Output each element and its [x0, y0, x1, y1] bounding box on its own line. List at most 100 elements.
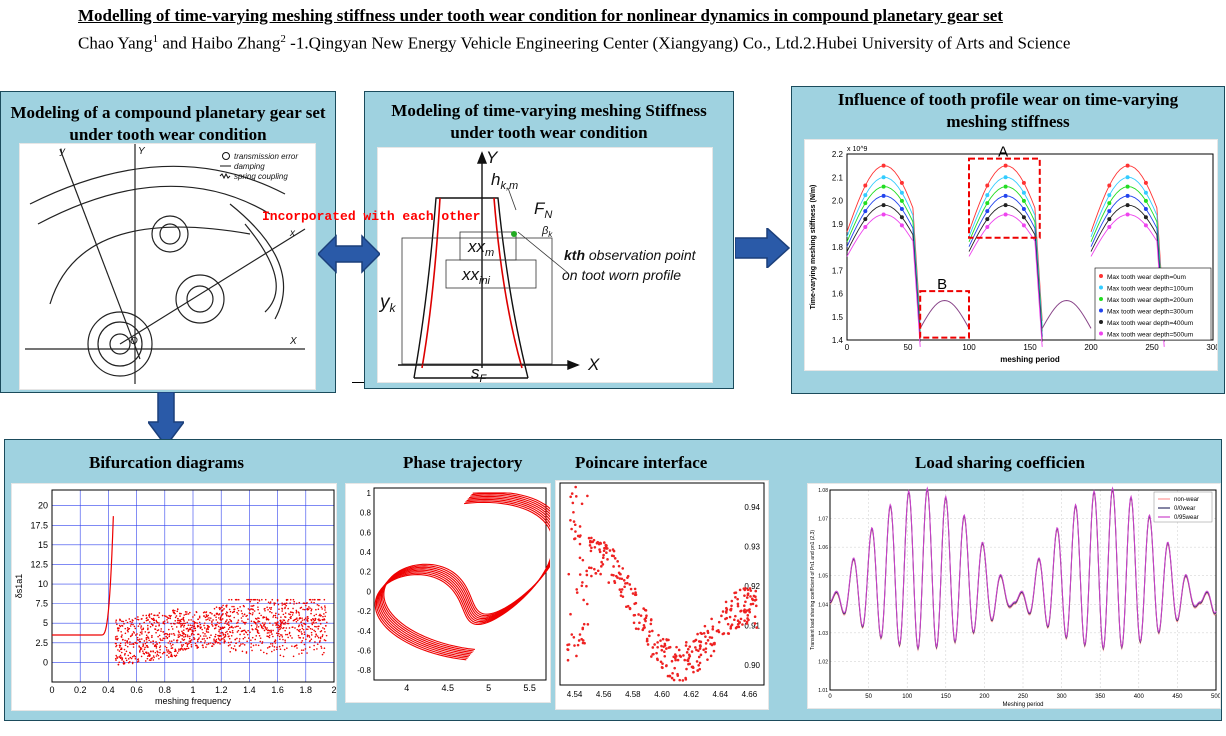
bifurcation-point: [160, 630, 162, 632]
x-tick-label: 4.60: [654, 690, 670, 699]
x-tick-label: 2: [331, 685, 336, 695]
bifurcation-point: [212, 619, 214, 621]
bifurcation-point: [209, 617, 212, 619]
bifurcation-point: [116, 635, 118, 638]
bifurcation-point: [221, 613, 224, 616]
series-marker: [1003, 184, 1008, 189]
poincare-point: [663, 650, 666, 654]
bifurcation-point: [319, 636, 322, 639]
bifurcation-point: [234, 626, 236, 628]
bifurcation-point: [166, 654, 168, 657]
bifurcation-point: [230, 626, 232, 628]
poincare-point: [697, 649, 700, 653]
bifurcation-point: [153, 622, 156, 624]
bifurcation-point: [243, 613, 246, 615]
bifurcation-point: [326, 621, 328, 624]
poincare-point: [613, 557, 617, 560]
bifurcation-point: [268, 607, 271, 609]
poincare-point: [745, 596, 749, 599]
x-tick-label: 0.8: [159, 685, 172, 695]
bifurcation-point: [230, 619, 232, 622]
bifurcation-point: [187, 624, 190, 626]
series-marker: [1143, 215, 1148, 220]
poincare-point: [581, 558, 585, 562]
bifurcation-point: [135, 642, 137, 644]
poincare-point: [681, 679, 685, 682]
bifurcation-point: [266, 647, 269, 649]
bifurcation-point: [186, 627, 189, 630]
bifurcation-point: [180, 626, 182, 628]
poincare-point: [721, 632, 725, 636]
plot-frame: [829, 489, 1217, 691]
bifurcation-point: [203, 615, 205, 617]
bifurcation-point: [193, 614, 196, 616]
poincare-point: [608, 549, 612, 552]
x-tick-label: 1.2: [215, 685, 228, 695]
poincare-point: [696, 669, 699, 672]
bifurcation-point: [291, 637, 293, 639]
bifurcation-point: [260, 625, 263, 627]
bifurcation-point: [177, 650, 180, 652]
poincare-point: [588, 544, 592, 547]
bifurcation-point: [205, 619, 207, 621]
bifurcation-point: [300, 624, 303, 626]
poincare-point: [602, 553, 605, 557]
poincare-point: [698, 667, 702, 671]
poincare-point: [594, 572, 598, 575]
bifurcation-point: [287, 620, 289, 622]
panel-planetary-model: Modeling of a compound planetary gear se…: [0, 91, 336, 393]
bifurcation-point: [127, 654, 130, 657]
bifurcation-point: [198, 621, 201, 624]
bifurcation-point: [228, 624, 230, 627]
series-marker: [1125, 184, 1130, 189]
title-poincare: Poincare interface: [575, 453, 708, 472]
bifurcation-point: [311, 628, 314, 631]
bifurcation-point: [134, 634, 137, 636]
poincare-point: [626, 576, 629, 579]
bifurcation-point: [235, 625, 238, 628]
bifurcation-point: [306, 634, 309, 636]
bifurcation-point: [152, 624, 154, 626]
bifurcation-point: [277, 632, 279, 635]
series-marker: [863, 209, 868, 214]
bifurcation-point: [185, 647, 187, 650]
bifurcation-point: [140, 618, 143, 620]
bifurcation-point: [186, 645, 189, 648]
axis-Y: Y: [138, 146, 146, 157]
bifurcation-point: [217, 625, 220, 628]
bifurcation-point: [251, 608, 254, 610]
bifurcation-point: [133, 625, 136, 628]
poincare-point: [710, 636, 714, 639]
poincare-point: [682, 654, 685, 657]
bifurcation-point: [213, 643, 215, 646]
poincare-point: [593, 567, 596, 571]
bifurcation-point: [281, 644, 284, 647]
bifurcation-point: [124, 642, 127, 644]
bifurcation-point: [218, 638, 220, 641]
bifurcation-point: [289, 598, 292, 601]
bifurcation-point: [296, 628, 299, 631]
bifurcation-point: [127, 661, 130, 664]
bifurcation-point: [214, 635, 217, 638]
bifurcation-point: [145, 634, 148, 637]
bifurcation-point: [303, 608, 306, 611]
bifurcation-point: [285, 599, 288, 602]
poincare-point: [650, 655, 653, 658]
poincare-point: [743, 594, 746, 597]
bifurcation-point: [300, 633, 303, 635]
bifurcation-point: [160, 628, 163, 630]
poincare-point: [577, 639, 581, 642]
bifurcation-point: [320, 630, 323, 632]
bifurcation-point: [204, 616, 207, 619]
poincare-point: [649, 618, 653, 621]
y-tick-label: 0.91: [744, 622, 760, 631]
bifurcation-point: [273, 649, 275, 651]
poincare-point: [585, 569, 588, 573]
bifurcation-point: [292, 607, 294, 610]
bifurcation-point: [323, 613, 325, 615]
bifurcation-point: [270, 629, 272, 632]
poincare-point: [704, 635, 707, 638]
poincare-point: [736, 623, 740, 626]
bifurcation-point: [310, 601, 313, 604]
axis-X: X: [289, 336, 297, 347]
